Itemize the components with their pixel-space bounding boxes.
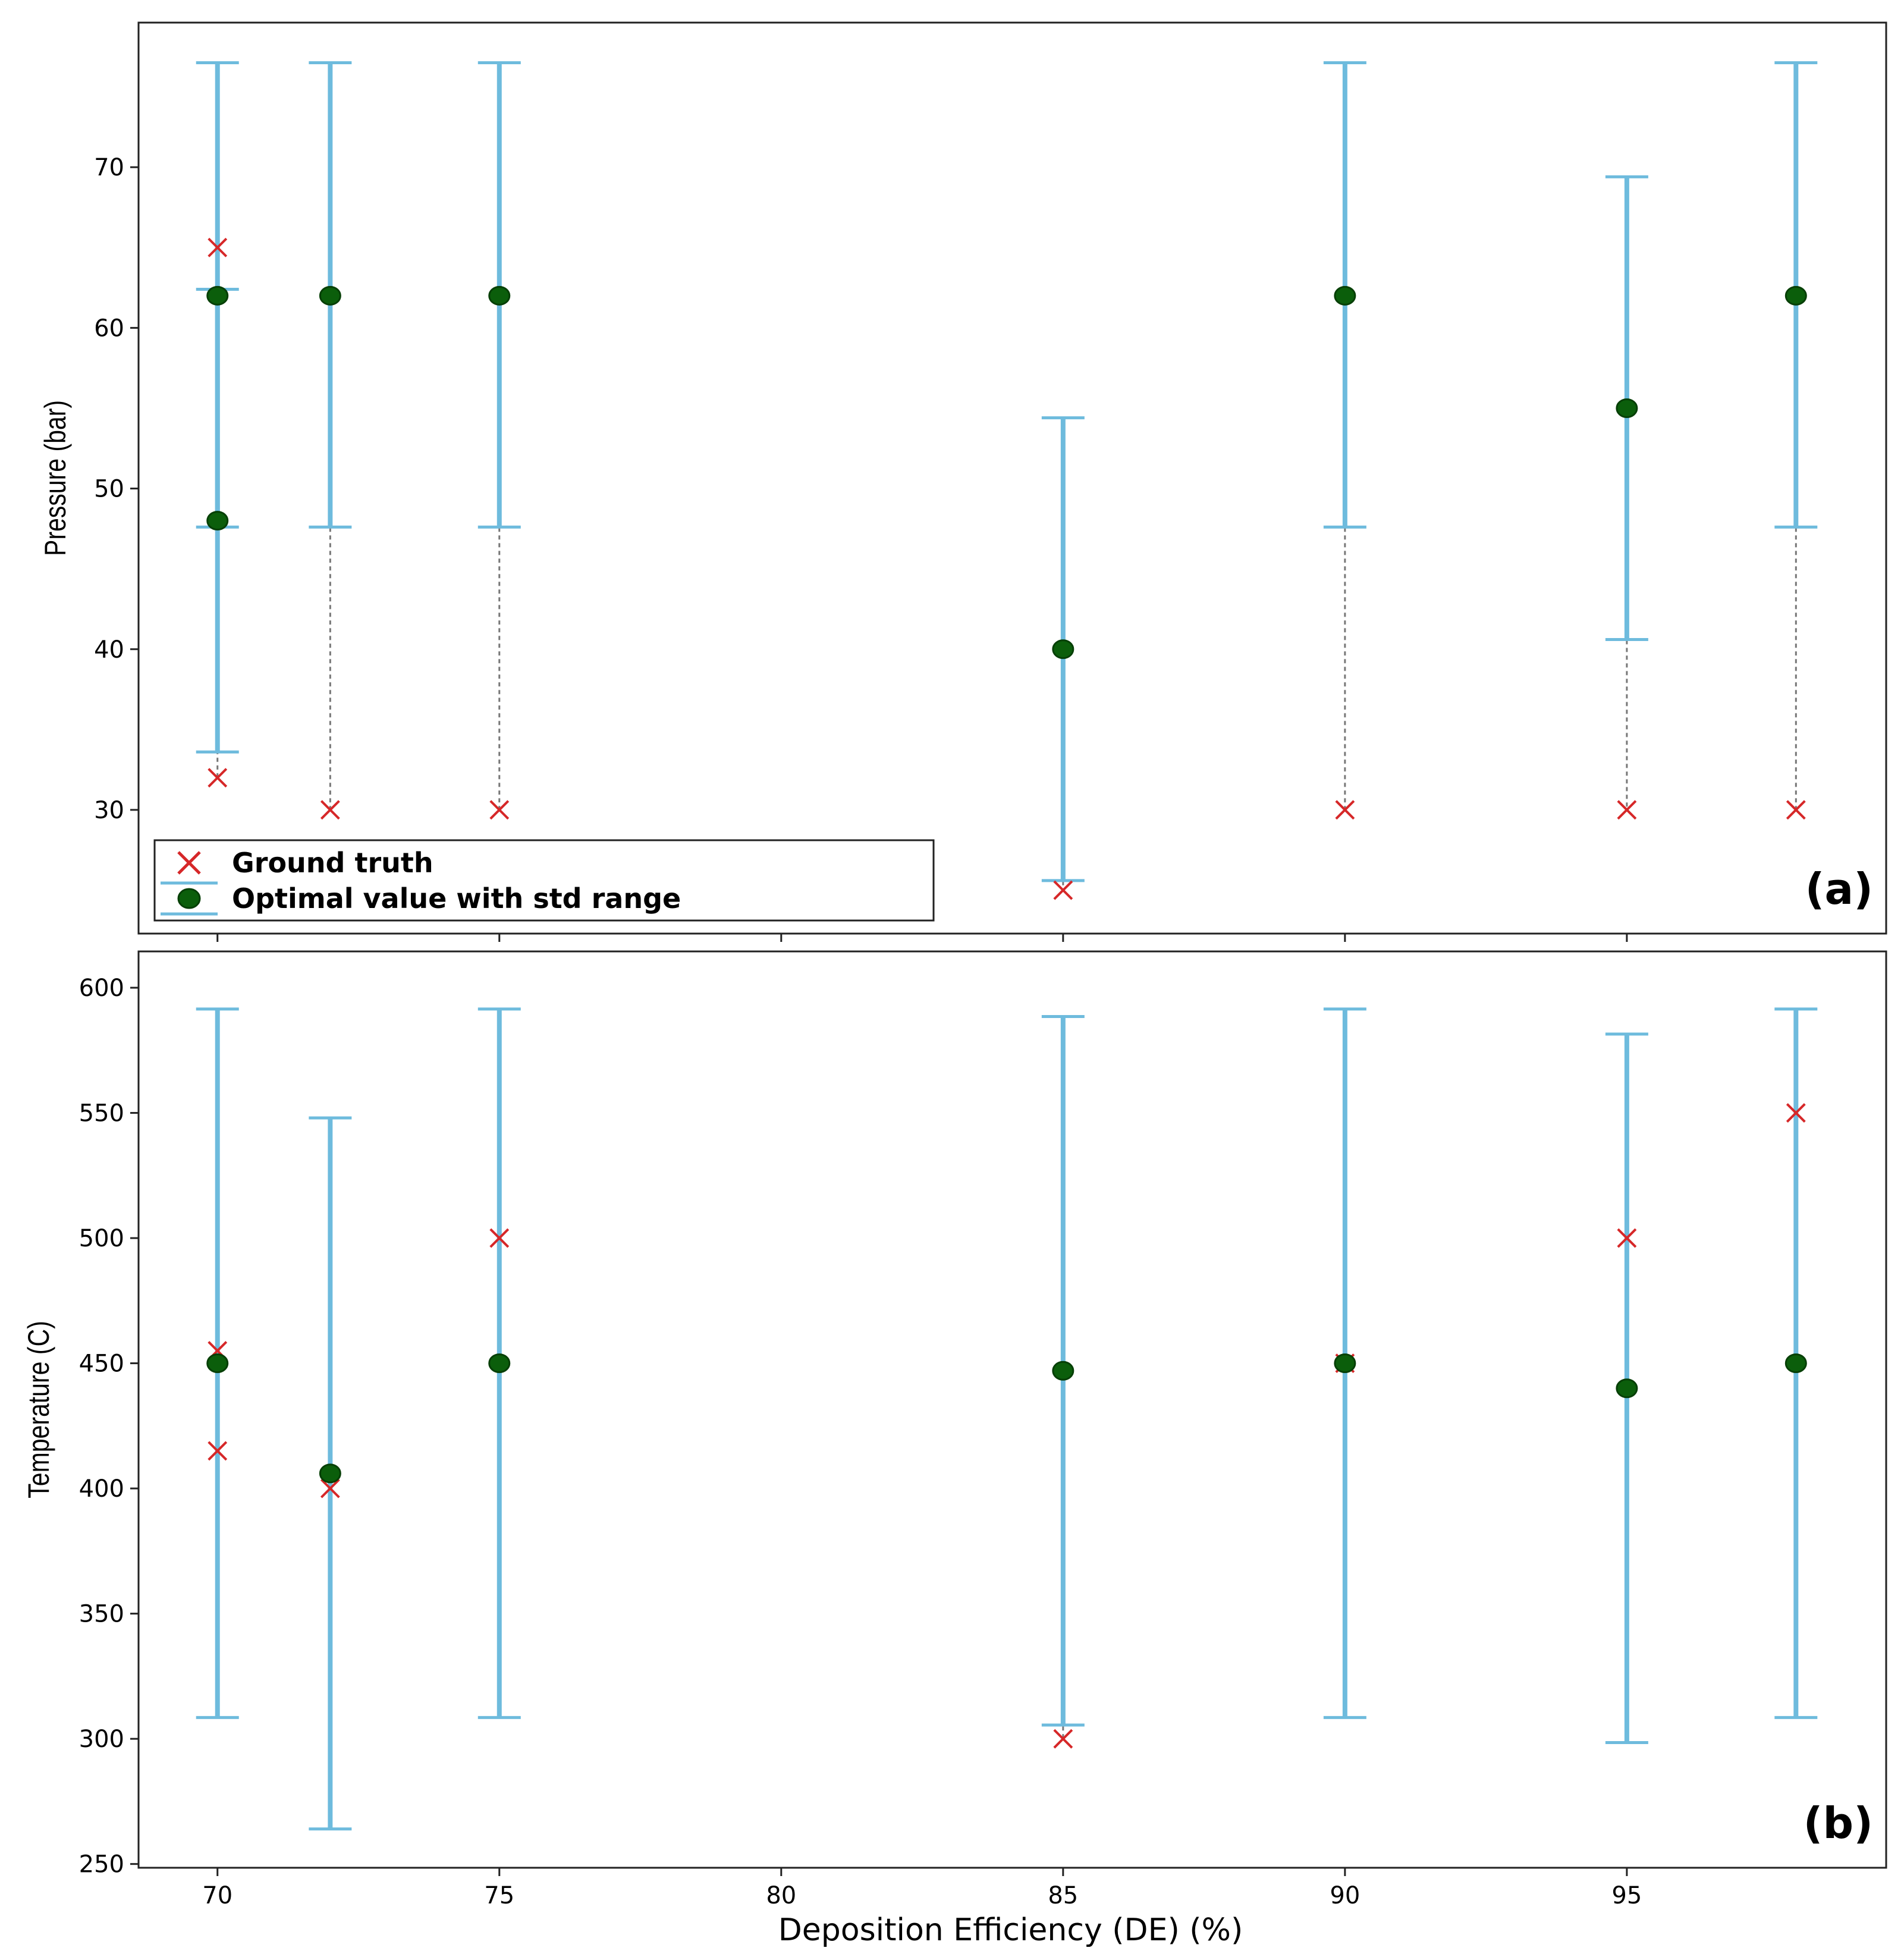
panel-a-ground-truth-marker-3 (489, 800, 510, 820)
panel-b-ground-truth-stroke-b-6 (1617, 1228, 1637, 1248)
panel-a-ylabel: Pressure (bar) (39, 400, 72, 556)
panel-b-ground-truth-marker-1 (208, 1441, 228, 1461)
panel-a-ytick-label-40: 40 (94, 636, 124, 664)
panel-a-ground-truth-marker-7 (1786, 800, 1806, 820)
panel-a-optimal-marker-6 (1616, 398, 1638, 418)
panel-b-xtick-label-75: 75 (484, 1882, 514, 1909)
panel-a-ground-truth-stroke-b-5 (1335, 800, 1355, 820)
panel-b-xtick-label-80: 80 (766, 1882, 796, 1909)
panel-b-ytick-label-450: 450 (79, 1350, 124, 1378)
panel-b-ground-truth-marker-3 (489, 1228, 510, 1248)
panel-b-xtick-label-90: 90 (1330, 1882, 1360, 1909)
panel-a-ytick-label-60: 60 (94, 315, 124, 342)
panel-b-ytick-label-300: 300 (79, 1726, 124, 1753)
panel-a-ground-truth-stroke-b-1 (208, 768, 228, 788)
panel-b-optimal-marker-3 (1052, 1361, 1074, 1381)
panel-b-xtick-label-95: 95 (1611, 1882, 1642, 1909)
panel-a-ground-truth-stroke-b-4 (1053, 880, 1073, 900)
panel-b-panel-label: (b) (1804, 1798, 1873, 1848)
panel-a-ground-truth-stroke-b-0 (208, 237, 228, 257)
panel-b-ground-truth-stroke-b-3 (489, 1228, 510, 1248)
panel-b-ytick-label-400: 400 (79, 1475, 124, 1503)
panel-a-optimal-marker-0 (206, 285, 229, 306)
panel-b-xtick-label-85: 85 (1048, 1882, 1078, 1909)
panel-a-optimal-marker-1 (206, 511, 229, 531)
panel-b-optimal-marker-4 (1334, 1353, 1356, 1374)
panel-a-ytick-label-50: 50 (94, 476, 124, 503)
legend-box (153, 839, 935, 922)
panel-a-ytick-label-30: 30 (94, 797, 124, 824)
panel-b-xtick-label-70: 70 (202, 1882, 232, 1909)
panel-b-ytick-label-500: 500 (79, 1225, 124, 1252)
panel-b-ground-truth-stroke-b-4 (1053, 1729, 1073, 1749)
panel-a-ground-truth-stroke-b-2 (320, 800, 340, 820)
panel-a-ground-truth-marker-2 (320, 800, 340, 820)
panel-b-ytick-label-350: 350 (79, 1601, 124, 1628)
panel-b-ground-truth-marker-7 (1786, 1103, 1806, 1123)
panel-a-optimal-marker-7 (1784, 285, 1807, 306)
panel-a-optimal-marker-3 (488, 285, 511, 306)
panel-a-panel-label: (a) (1805, 864, 1873, 914)
panel-a-optimal-marker-2 (319, 285, 341, 306)
panel-a-optimal-marker-5 (1334, 285, 1356, 306)
panel-b-ground-truth-stroke-b-1 (208, 1441, 228, 1461)
panel-a-ground-truth-stroke-b-6 (1617, 800, 1637, 820)
panel-a-ground-truth-marker-4 (1053, 880, 1073, 900)
panel-b-optimal-marker-2 (488, 1353, 511, 1374)
panel-b-axes-frame (137, 950, 1887, 1869)
legend-optimal-label: Optimal value with std range (232, 882, 681, 915)
panel-b-optimal-marker-1 (319, 1463, 341, 1484)
panel-b-ground-truth-stroke-b-2 (320, 1478, 340, 1498)
legend-ground-truth-marker-b (177, 851, 201, 875)
panel-a-axes-frame (137, 21, 1887, 935)
panel-b-xlabel: Deposition Efficiency (DE) (%) (778, 1912, 1243, 1948)
panel-b-optimal-marker-6 (1784, 1353, 1807, 1374)
panel-a-ground-truth-stroke-b-3 (489, 800, 510, 820)
panel-b-ground-truth-marker-6 (1617, 1228, 1637, 1248)
panel-a-ground-truth-stroke-b-7 (1786, 800, 1806, 820)
panel-b-optimal-marker-0 (206, 1353, 229, 1374)
panel-b-ylabel: Temperature (C) (22, 1321, 55, 1498)
panel-b-ytick-label-250: 250 (79, 1851, 124, 1878)
panel-b-ground-truth-marker-4 (1053, 1729, 1073, 1749)
panel-a-optimal-marker-4 (1052, 639, 1074, 659)
panel-a-ground-truth-marker-6 (1617, 800, 1637, 820)
panel-b-ytick-label-550: 550 (79, 1100, 124, 1127)
panel-b-optimal-marker-5 (1616, 1378, 1638, 1399)
legend-optimal-marker (177, 888, 201, 909)
panel-a-ground-truth-marker-0 (208, 237, 228, 257)
panel-a-ground-truth-marker-5 (1335, 800, 1355, 820)
panel-b-ground-truth-marker-2 (320, 1478, 340, 1498)
panel-a-ground-truth-marker-1 (208, 768, 228, 788)
panel-b-ground-truth-stroke-b-7 (1786, 1103, 1806, 1123)
panel-b-ytick-label-600: 600 (79, 975, 124, 1002)
panel-a-ytick-label-70: 70 (94, 154, 124, 181)
legend-ground-truth-label: Ground truth (232, 847, 433, 879)
